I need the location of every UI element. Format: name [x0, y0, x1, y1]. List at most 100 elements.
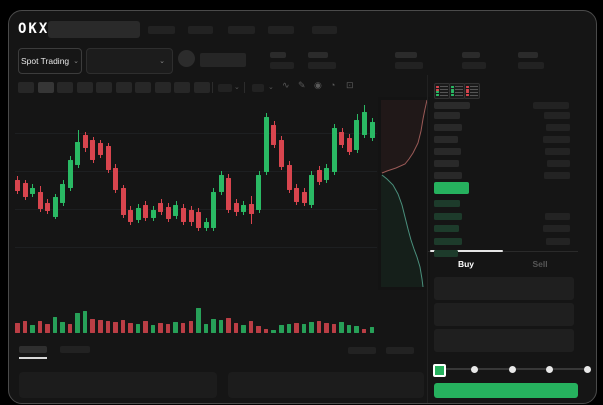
candle	[135, 208, 141, 220]
draw-icon[interactable]: ✎	[298, 80, 306, 90]
bottom-toolbar-item[interactable]	[386, 347, 414, 354]
timeframe-button[interactable]	[37, 82, 54, 93]
nav-item[interactable]	[312, 26, 337, 34]
volume-bar	[143, 321, 148, 333]
last-price-badge[interactable]	[434, 182, 469, 194]
camera-icon[interactable]: ◉	[314, 80, 322, 90]
candle	[37, 192, 43, 209]
buy-tab-indicator	[430, 250, 503, 252]
buy-submit-button[interactable]	[434, 383, 578, 398]
volume-bar	[75, 313, 80, 333]
candle	[158, 203, 164, 212]
ask-price-bar[interactable]	[434, 136, 458, 143]
interval-dropdown[interactable]	[218, 84, 232, 92]
nav-item[interactable]	[188, 26, 213, 34]
volume-bar	[150, 325, 156, 333]
candle	[45, 203, 51, 211]
price-input[interactable]	[434, 277, 574, 300]
fullscreen-icon[interactable]: ⊡	[346, 80, 354, 90]
bid-price-bar[interactable]	[434, 213, 462, 220]
total-input[interactable]	[434, 329, 574, 352]
candle	[30, 188, 36, 194]
volume-bar	[248, 321, 254, 333]
bid-amount-bar	[543, 225, 570, 232]
bid-price-bar[interactable]	[434, 225, 459, 232]
line-style-icon[interactable]: ∿	[282, 80, 290, 90]
volume-bar	[52, 317, 58, 333]
slider-stop-dot[interactable]	[583, 365, 591, 373]
candle	[173, 205, 179, 216]
ask-price-bar[interactable]	[434, 124, 462, 131]
ask-price-bar[interactable]	[434, 112, 460, 119]
stat-value	[395, 62, 423, 69]
search-input[interactable]	[48, 21, 140, 38]
candle	[98, 143, 103, 155]
timeframe-button[interactable]	[18, 82, 34, 93]
timeframe-button[interactable]	[76, 82, 93, 93]
bottom-toolbar-item[interactable]	[348, 347, 376, 354]
bid-price-bar[interactable]	[434, 200, 460, 207]
chevron-down-icon[interactable]: ⌄	[234, 84, 240, 91]
volume-bar	[105, 321, 110, 333]
candle	[256, 175, 262, 210]
volume-bar	[30, 325, 35, 333]
bottom-tab[interactable]	[60, 346, 90, 353]
volume-bar	[196, 308, 201, 333]
candle	[369, 122, 375, 138]
slider-stop-dot[interactable]	[471, 365, 478, 373]
stat-value	[462, 62, 486, 69]
timeframe-button[interactable]	[193, 82, 210, 93]
bid-price-bar[interactable]	[434, 250, 458, 257]
ask-price-bar[interactable]	[434, 172, 462, 179]
volume-bar	[180, 323, 186, 333]
depth-chart[interactable]	[378, 97, 430, 290]
candle	[150, 210, 156, 218]
ask-amount-bar	[544, 172, 570, 179]
candle	[196, 212, 201, 228]
slider-stop-dot[interactable]	[508, 365, 516, 373]
sell-tab[interactable]: Sell	[532, 259, 548, 269]
nav-item[interactable]	[148, 26, 175, 34]
ask-price-bar[interactable]	[434, 160, 459, 167]
amount-slider-handle[interactable]	[433, 364, 446, 377]
market-type-label: Spot Trading	[20, 56, 70, 66]
toolbar-divider	[244, 82, 245, 93]
volume-bar	[279, 325, 284, 333]
candle	[346, 138, 352, 152]
candle	[286, 165, 292, 190]
slider-stop-dot[interactable]	[546, 365, 553, 373]
chevron-down-icon[interactable]: ⌄	[268, 84, 274, 91]
timeframe-button[interactable]	[96, 82, 112, 93]
timeframe-button[interactable]	[57, 82, 73, 93]
ask-amount-bar	[546, 124, 570, 131]
nav-item[interactable]	[228, 26, 255, 34]
market-type-dropdown[interactable]: Spot Trading ⌄	[18, 48, 82, 74]
candle	[203, 222, 209, 228]
bid-price-bar[interactable]	[434, 238, 462, 245]
timeframe-button[interactable]	[154, 82, 171, 93]
volume-bar	[45, 324, 50, 333]
candle	[120, 188, 126, 215]
coin-icon	[178, 50, 195, 67]
candle	[90, 140, 96, 160]
amount-input[interactable]	[434, 303, 574, 326]
candle	[279, 140, 284, 167]
orderbook-combined-icon[interactable]	[434, 83, 450, 99]
orderbook-bids-icon[interactable]	[449, 83, 465, 99]
ask-amount-bar	[543, 136, 570, 143]
volume-bar	[354, 326, 359, 333]
settings-icon[interactable]: ◔	[330, 80, 336, 90]
buy-tab[interactable]: Buy	[457, 259, 475, 269]
timeframe-button[interactable]	[135, 82, 151, 93]
stat-label	[395, 52, 417, 58]
pair-selector-dropdown[interactable]: ⌄	[86, 48, 173, 74]
bottom-tab-active[interactable]	[19, 346, 47, 353]
candlestick-chart[interactable]	[15, 100, 377, 290]
timeframe-button[interactable]	[174, 82, 190, 93]
chart-style-dropdown[interactable]	[252, 84, 264, 92]
orderbook-asks-icon[interactable]	[464, 83, 480, 99]
ask-price-bar[interactable]	[434, 148, 461, 155]
timeframe-button[interactable]	[115, 82, 132, 93]
stat-value	[308, 62, 336, 69]
nav-item[interactable]	[268, 26, 294, 34]
